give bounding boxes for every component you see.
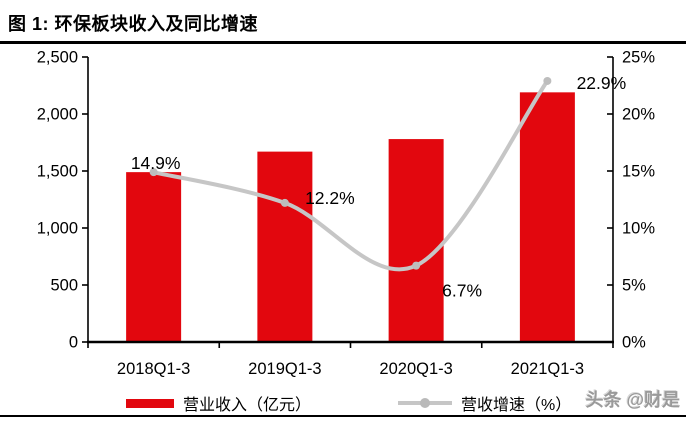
x-category-label: 2019Q1-3 bbox=[248, 360, 321, 378]
growth-point-2021Q1-3 bbox=[543, 76, 552, 85]
figure-title: 图 1: 环保板块收入及同比增速 bbox=[8, 14, 259, 34]
title-divider bbox=[0, 41, 686, 44]
y-left-tick-label: 2,500 bbox=[37, 49, 78, 67]
growth-line-swatch bbox=[398, 398, 452, 408]
legend-label-revenue: 营业收入（亿元） bbox=[183, 397, 312, 414]
growth-data-label: 12.2% bbox=[305, 188, 355, 208]
bar-2021Q1-3 bbox=[519, 92, 575, 342]
growth-point-2020Q1-3 bbox=[412, 261, 421, 270]
legend-item-revenue: 营业收入（亿元） bbox=[126, 391, 311, 415]
x-category-label: 2020Q1-3 bbox=[379, 360, 452, 378]
y-right-tick-label: 5% bbox=[622, 277, 646, 295]
bar-2019Q1-3 bbox=[257, 151, 313, 342]
growth-point-2019Q1-3 bbox=[280, 198, 289, 207]
y-right-tick-label: 10% bbox=[622, 220, 655, 238]
growth-marker-dot bbox=[420, 398, 430, 408]
growth-data-label: 22.9% bbox=[577, 73, 627, 93]
revenue-bar-swatch bbox=[126, 398, 174, 408]
bottom-divider bbox=[0, 415, 686, 417]
x-category-label: 2021Q1-3 bbox=[511, 360, 584, 378]
y-right-tick-label: 15% bbox=[622, 163, 655, 181]
watermark: 头条 @财是 bbox=[585, 390, 680, 410]
y-left-tick-label: 2,000 bbox=[37, 106, 78, 124]
y-left-tick-label: 1,000 bbox=[37, 220, 78, 238]
y-right-tick-label: 25% bbox=[622, 49, 655, 67]
y-right-tick-label: 20% bbox=[622, 106, 655, 124]
growth-point-2018Q1-3 bbox=[149, 168, 158, 177]
legend-label-growth: 营收增速（%） bbox=[461, 397, 572, 414]
growth-data-label: 14.9% bbox=[131, 153, 181, 173]
y-left-tick-label: 500 bbox=[50, 277, 78, 295]
x-category-label: 2018Q1-3 bbox=[117, 360, 190, 378]
legend-item-growth: 营收增速（%） bbox=[398, 391, 571, 415]
bar-2020Q1-3 bbox=[388, 139, 444, 342]
y-left-tick-label: 1,500 bbox=[37, 163, 78, 181]
y-left-tick-label: 0 bbox=[69, 334, 78, 352]
y-right-tick-label: 0% bbox=[622, 334, 646, 352]
growth-data-label: 6.7% bbox=[442, 281, 482, 301]
growth-line bbox=[151, 78, 550, 272]
bar-2018Q1-3 bbox=[126, 172, 182, 342]
